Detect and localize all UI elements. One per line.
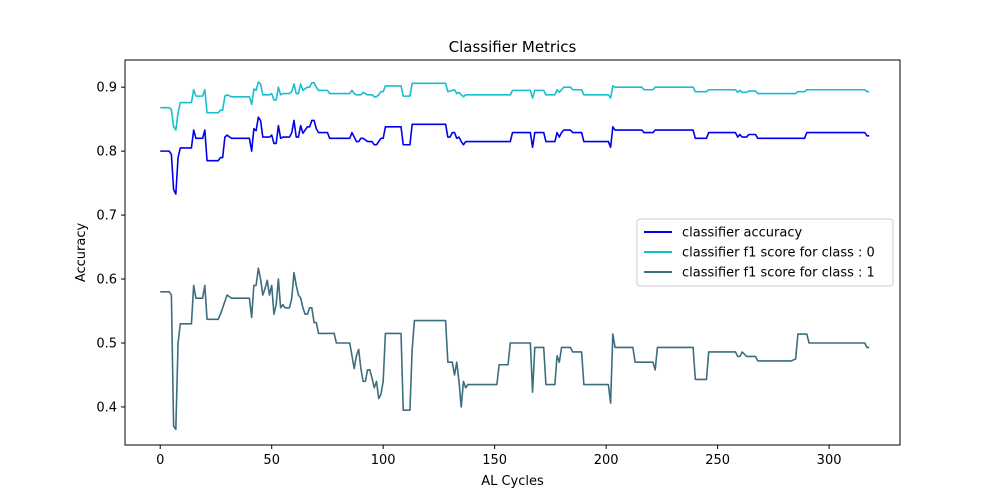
x-tick-label: 150 xyxy=(482,453,507,468)
series-line-accuracy xyxy=(160,116,870,195)
y-tick-label: 0.9 xyxy=(96,81,117,96)
y-tick-label: 0.4 xyxy=(96,400,117,415)
series-layer xyxy=(160,81,870,431)
x-axis-title: AL Cycles xyxy=(481,474,544,489)
legend-label-accuracy: classifier accuracy xyxy=(682,226,803,241)
series-line-f1-class-0 xyxy=(160,81,870,131)
plot-area-frame xyxy=(124,59,901,446)
legend-label-f1-class-0: classifier f1 score for class : 0 xyxy=(682,246,875,261)
y-tick-label: 0.8 xyxy=(96,145,117,160)
x-tick-label: 250 xyxy=(705,453,730,468)
legend-frame xyxy=(636,218,894,287)
x-tick-label: 50 xyxy=(263,453,280,468)
y-tick-label: 0.7 xyxy=(96,209,117,224)
x-tick-label: 0 xyxy=(156,453,164,468)
series-line-f1-class-1 xyxy=(160,267,870,431)
x-tick-label: 300 xyxy=(817,453,842,468)
y-tick-label: 0.5 xyxy=(96,336,117,351)
legend: classifier accuracy classifier f1 score … xyxy=(636,218,894,287)
x-tick-label: 200 xyxy=(594,453,619,468)
x-tick-label: 100 xyxy=(371,453,396,468)
y-axis: 0.4 0.5 0.6 0.7 0.8 0.9 xyxy=(96,81,125,415)
chart-title: Classifier Metrics xyxy=(449,38,577,56)
x-axis: 0 50 100 150 200 250 300 xyxy=(156,445,842,468)
y-tick-label: 0.6 xyxy=(96,273,117,288)
y-axis-title: Accuracy xyxy=(74,223,89,283)
legend-label-f1-class-1: classifier f1 score for class : 1 xyxy=(682,266,875,281)
